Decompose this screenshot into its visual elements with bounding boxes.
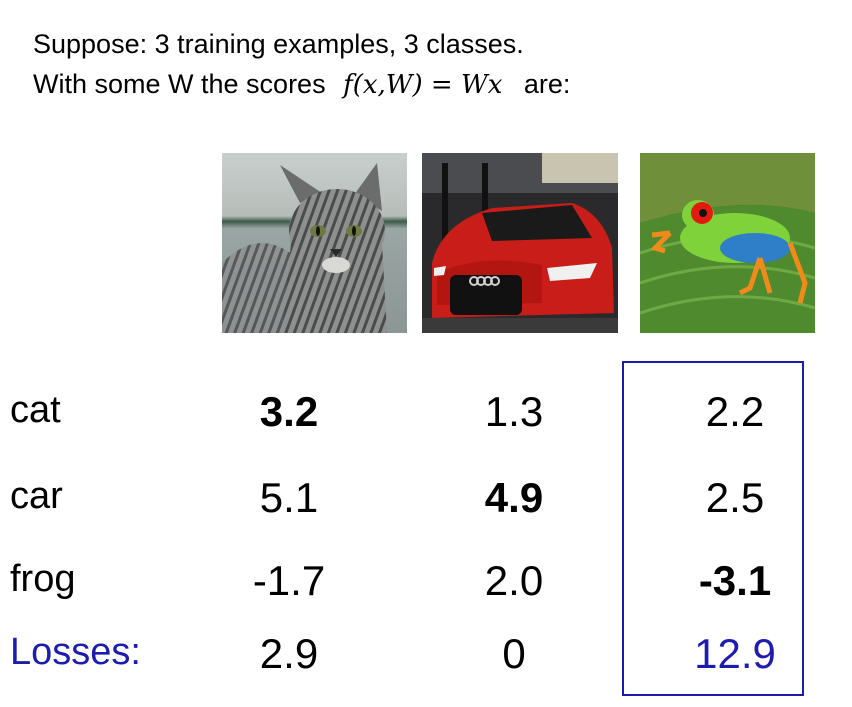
highlight-box-example3 — [622, 361, 804, 696]
loss-example1: 2.9 — [259, 630, 319, 677]
score-car-example3: 2.5 — [705, 474, 765, 521]
losses-label: Losses: — [10, 631, 141, 673]
score-cat-example2: 1.3 — [484, 388, 544, 435]
row-label-frog: frog — [10, 558, 76, 600]
intro-line-2-suffix: are: — [523, 69, 571, 99]
intro-line-1: Suppose: 3 training examples, 3 classes. — [33, 29, 524, 59]
score-formula: f(x,W) = Wx — [343, 70, 503, 100]
cat-image — [222, 153, 407, 333]
intro-line-2: With some W the scores f(x,W) = Wx are: — [33, 68, 570, 101]
row-label-cat: cat — [10, 389, 61, 431]
car-image — [422, 153, 618, 333]
score-frog-example2: 2.0 — [484, 557, 544, 604]
score-car-example2: 4.9 — [484, 474, 544, 521]
score-car-example1: 5.1 — [259, 474, 319, 521]
intro-line-2-prefix: With some W the scores — [33, 69, 326, 99]
score-cat-example3: 2.2 — [705, 388, 765, 435]
loss-example2: 0 — [502, 630, 526, 677]
loss-example3: 12.9 — [694, 630, 776, 677]
score-frog-example1: -1.7 — [252, 557, 326, 604]
score-frog-example3: -3.1 — [698, 557, 772, 604]
frog-image — [640, 153, 815, 333]
score-cat-example1: 3.2 — [259, 388, 319, 435]
row-label-car: car — [10, 475, 63, 517]
